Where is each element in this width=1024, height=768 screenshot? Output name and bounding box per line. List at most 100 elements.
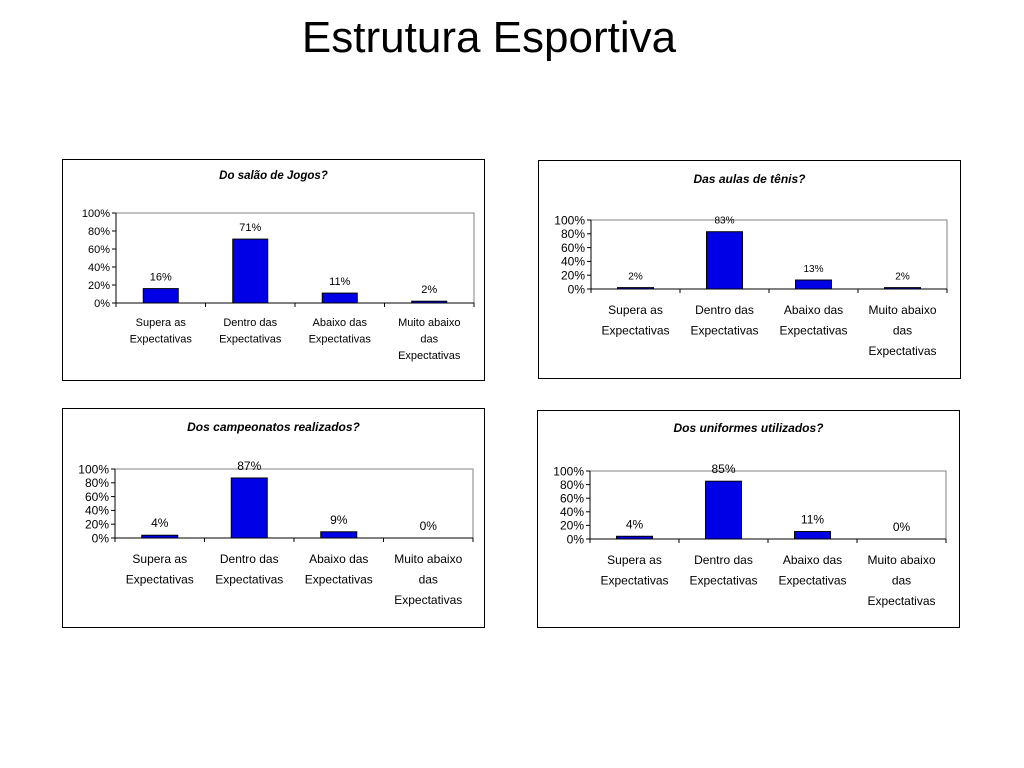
page-title: Estrutura Esportiva <box>301 13 677 62</box>
data-label: 0% <box>893 520 911 534</box>
plot-area <box>590 219 948 290</box>
category-label: Muito abaixo das Expectativas <box>868 303 936 358</box>
category-label-line: Abaixo das <box>313 317 368 329</box>
y-tick-label: 0% <box>94 298 110 310</box>
bar <box>320 531 358 539</box>
y-tick-label: 60% <box>88 244 110 256</box>
category-label-line: Supera as <box>607 553 662 567</box>
y-tick-label: 20% <box>85 518 109 532</box>
bar <box>411 300 448 304</box>
category-label-line: Muito abaixo <box>394 552 462 566</box>
category-label: Supera as Expectativas <box>600 553 668 588</box>
data-label: 71% <box>239 222 261 234</box>
chart-aulas-de-tenis: Das aulas de tênis? 0% 20% 40% 60% 80% 100% 2% S… <box>538 160 961 379</box>
data-label: 0% <box>420 519 438 533</box>
chart-svg: Do salão de Jogos? 0% 20% 40% 60% 80% 100% 16% S… <box>82 170 475 362</box>
chart-svg: Das aulas de tênis? 0%20%40%60%80%100% 2% S… <box>554 172 948 358</box>
category-label: Supera as Expectativas <box>126 552 194 587</box>
y-tick-label: 80% <box>88 226 110 238</box>
bar <box>884 287 921 290</box>
chart-title: Dos campeonatos realizados? <box>187 420 360 434</box>
y-tick-label: 100% <box>82 208 110 220</box>
bar <box>141 534 179 539</box>
bar <box>617 287 654 290</box>
category-label-line: Muito abaixo <box>867 553 935 567</box>
category-label-line: das <box>893 324 912 338</box>
bar <box>230 477 268 539</box>
category-label-line: Expectativas <box>305 573 373 587</box>
data-label: 87% <box>237 459 261 473</box>
category-label-line: Dentro das <box>220 552 279 566</box>
category-label-line: Expectativas <box>309 334 372 346</box>
data-label: 13% <box>803 264 823 275</box>
category-label-line: das <box>892 574 911 588</box>
category-label: Dentro das Expectativas <box>215 552 283 587</box>
category-label-line: Expectativas <box>130 334 193 346</box>
data-label: 11% <box>329 276 350 288</box>
category-label: Dentro das Expectativas <box>219 317 282 346</box>
category-label: Supera as Expectativas <box>130 317 193 346</box>
chart-campeonatos-realizados: Dos campeonatos realizados? 0% 20% 40% 60% 80… <box>62 408 485 628</box>
category-label-line: Expectativas <box>779 324 847 338</box>
chart-title: Dos uniformes utilizados? <box>673 421 824 435</box>
data-label: 16% <box>150 272 172 284</box>
bar <box>705 480 742 540</box>
data-label: 85% <box>711 462 735 476</box>
y-tick-label: 0% <box>567 532 585 546</box>
category-label-line: Abaixo das <box>783 553 842 567</box>
category-label: Muito abaixo das Expectativas <box>867 553 935 608</box>
y-tick-label: 0% <box>92 531 110 545</box>
y-tick-label: 20% <box>88 280 110 292</box>
bar <box>232 238 269 304</box>
y-tick-label: 80% <box>560 478 584 492</box>
y-tick-label: 60% <box>560 492 584 506</box>
y-tick-label: 20% <box>561 269 585 283</box>
data-label: 2% <box>421 284 437 296</box>
category-label-line: Dentro das <box>223 317 277 329</box>
category-label-line: Expectativas <box>394 593 462 607</box>
bar <box>795 279 832 290</box>
category-label-line: Expectativas <box>867 594 935 608</box>
category-label-line: Dentro das <box>695 303 754 317</box>
y-tick-label: 60% <box>85 490 109 504</box>
bar <box>142 288 179 304</box>
y-tick-label: 80% <box>85 476 109 490</box>
category-label: Muito abaixo das Expectativas <box>398 317 461 362</box>
bar <box>616 535 653 540</box>
chart-svg: Dos campeonatos realizados?0%20%40%60%80… <box>78 420 474 607</box>
category-label-line: Expectativas <box>689 574 757 588</box>
category-label-line: Muito abaixo <box>868 303 936 317</box>
y-tick-label: 100% <box>553 464 584 478</box>
data-label: 11% <box>801 513 824 527</box>
y-tick-label: 40% <box>88 262 110 274</box>
bar <box>706 231 743 290</box>
category-label-line: Expectativas <box>600 574 668 588</box>
category-label: Muito abaixo das Expectativas <box>394 552 462 607</box>
chart-title: Do salão de Jogos? <box>219 170 328 182</box>
y-tick-label: 60% <box>561 241 585 255</box>
category-label-line: Expectativas <box>601 324 669 338</box>
category-label-line: Expectativas <box>219 334 282 346</box>
data-label: 83% <box>714 216 734 227</box>
category-label-line: Supera as <box>136 317 187 329</box>
category-label: Abaixo das Expectativas <box>305 552 373 587</box>
category-label: Dentro das Expectativas <box>689 553 757 588</box>
y-tick-label: 40% <box>560 505 584 519</box>
y-tick-label: 80% <box>561 227 585 241</box>
chart-uniformes-utilizados: Dos uniformes utilizados? 0% 20% 40% 60% 80% 1… <box>537 410 960 628</box>
data-label: 2% <box>628 272 643 283</box>
y-tick-label: 20% <box>560 519 584 533</box>
category-label-line: Expectativas <box>398 350 461 362</box>
category-label: Abaixo das Expectativas <box>779 303 847 338</box>
category-label-line: das <box>419 573 438 587</box>
y-tick-label: 0% <box>568 282 586 296</box>
data-label: 4% <box>151 516 169 530</box>
bar <box>794 531 831 540</box>
category-label-line: Abaixo das <box>309 552 368 566</box>
y-tick-label: 40% <box>561 255 585 269</box>
data-label: 2% <box>895 272 910 283</box>
category-label-line: Abaixo das <box>784 303 843 317</box>
category-label-line: Dentro das <box>694 553 753 567</box>
category-label-line: Expectativas <box>126 573 194 587</box>
chart-svg: Dos uniformes utilizados?0%20%40%60%80%1… <box>553 421 947 608</box>
